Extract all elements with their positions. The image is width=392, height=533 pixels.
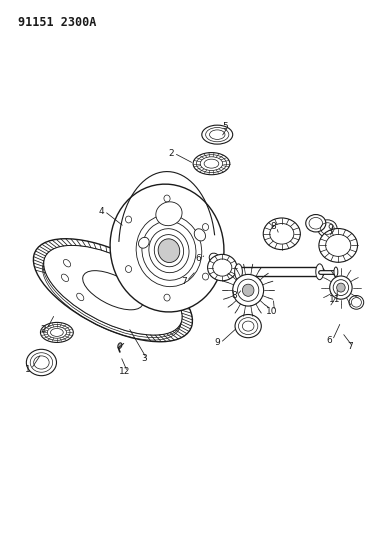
- Text: 1: 1: [25, 365, 31, 374]
- Ellipse shape: [193, 152, 230, 175]
- Ellipse shape: [118, 343, 122, 349]
- Text: 6: 6: [327, 336, 332, 345]
- Ellipse shape: [209, 253, 220, 264]
- Ellipse shape: [337, 283, 345, 292]
- Ellipse shape: [318, 220, 337, 237]
- Ellipse shape: [233, 274, 264, 306]
- Ellipse shape: [349, 295, 364, 309]
- Ellipse shape: [125, 265, 132, 272]
- Text: 3: 3: [141, 354, 147, 364]
- Ellipse shape: [235, 264, 242, 280]
- Text: 91151 2300A: 91151 2300A: [18, 16, 96, 29]
- Text: 11: 11: [328, 295, 340, 304]
- Ellipse shape: [110, 184, 224, 312]
- Ellipse shape: [83, 271, 143, 310]
- Ellipse shape: [242, 284, 254, 296]
- Text: 8: 8: [231, 291, 237, 300]
- Text: 2: 2: [40, 325, 46, 334]
- Ellipse shape: [306, 215, 326, 232]
- Ellipse shape: [62, 274, 69, 281]
- Ellipse shape: [77, 293, 84, 301]
- Text: 6: 6: [195, 254, 201, 263]
- Ellipse shape: [156, 202, 182, 225]
- Ellipse shape: [263, 218, 300, 249]
- Ellipse shape: [33, 239, 192, 342]
- Ellipse shape: [44, 245, 182, 335]
- Ellipse shape: [164, 195, 170, 202]
- Ellipse shape: [164, 294, 170, 301]
- Text: 7: 7: [181, 277, 187, 286]
- Ellipse shape: [138, 237, 149, 248]
- Ellipse shape: [235, 314, 261, 338]
- Text: 10: 10: [266, 307, 277, 316]
- Ellipse shape: [202, 223, 209, 230]
- Text: 12: 12: [119, 367, 130, 376]
- Ellipse shape: [208, 254, 237, 281]
- Text: 5: 5: [222, 122, 228, 131]
- Ellipse shape: [202, 125, 233, 144]
- Text: 8: 8: [270, 222, 276, 231]
- Ellipse shape: [64, 260, 71, 267]
- Ellipse shape: [26, 349, 56, 376]
- Ellipse shape: [334, 267, 338, 277]
- Text: 9: 9: [214, 338, 220, 348]
- Text: 9: 9: [328, 224, 333, 233]
- Ellipse shape: [319, 229, 358, 262]
- Text: 2: 2: [168, 149, 174, 158]
- Ellipse shape: [40, 322, 73, 342]
- Text: 7: 7: [347, 342, 353, 351]
- Text: 4: 4: [98, 207, 104, 216]
- Ellipse shape: [330, 276, 352, 299]
- Ellipse shape: [194, 229, 205, 241]
- Ellipse shape: [202, 273, 209, 280]
- Ellipse shape: [158, 239, 180, 263]
- Ellipse shape: [125, 216, 132, 223]
- Ellipse shape: [316, 264, 323, 280]
